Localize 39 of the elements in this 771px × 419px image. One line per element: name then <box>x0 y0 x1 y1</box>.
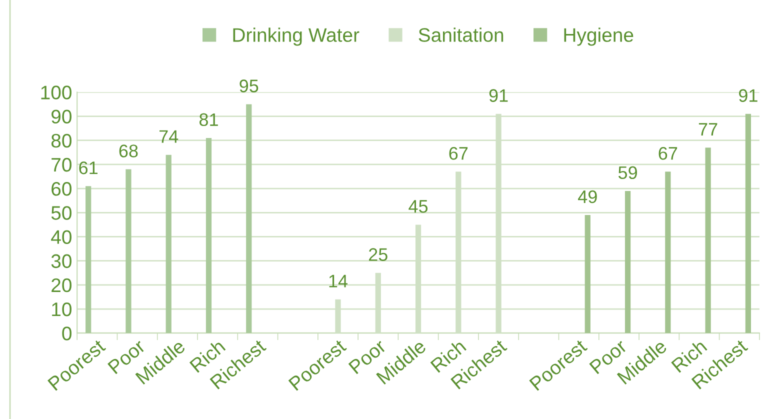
y-tick-label: 50 <box>51 206 72 220</box>
data-label: 91 <box>489 89 508 102</box>
data-label: 91 <box>739 89 758 102</box>
data-label: 68 <box>119 144 138 158</box>
bar <box>166 154 172 334</box>
data-label: 67 <box>449 147 468 160</box>
data-label: 61 <box>79 161 98 174</box>
data-label: 67 <box>658 147 678 160</box>
data-label: 77 <box>698 123 718 136</box>
legend-label: Hygiene <box>564 28 634 46</box>
y-tick-label: 90 <box>52 110 72 124</box>
bar <box>86 186 92 334</box>
bar <box>246 104 252 334</box>
data-label: 81 <box>199 113 218 126</box>
y-tick-label: 100 <box>41 86 72 100</box>
bar <box>126 169 132 334</box>
data-label: 95 <box>240 80 258 92</box>
data-label: 74 <box>160 130 178 143</box>
data-label: 14 <box>329 274 348 288</box>
y-tick-label: 40 <box>51 230 72 244</box>
y-tick-label: 80 <box>51 134 72 148</box>
y-tick-label: 20 <box>52 278 72 292</box>
data-label: 25 <box>369 248 388 261</box>
bar <box>206 138 212 334</box>
bar <box>705 148 711 334</box>
bar <box>665 172 671 334</box>
legend-label: Drinking Water <box>233 28 360 46</box>
data-label: 45 <box>408 200 428 213</box>
data-label: 59 <box>618 166 637 180</box>
y-tick-label: 70 <box>52 158 72 172</box>
bar <box>745 114 752 334</box>
data-label: 49 <box>578 190 597 204</box>
y-tick-label: 60 <box>52 182 72 196</box>
y-tick-label: 30 <box>51 254 72 268</box>
legend-label: Sanitation <box>418 28 504 42</box>
y-tick-label: 10 <box>52 302 72 316</box>
y-tick-label: 0 <box>62 326 72 340</box>
bar <box>584 215 590 334</box>
bar <box>624 190 631 334</box>
